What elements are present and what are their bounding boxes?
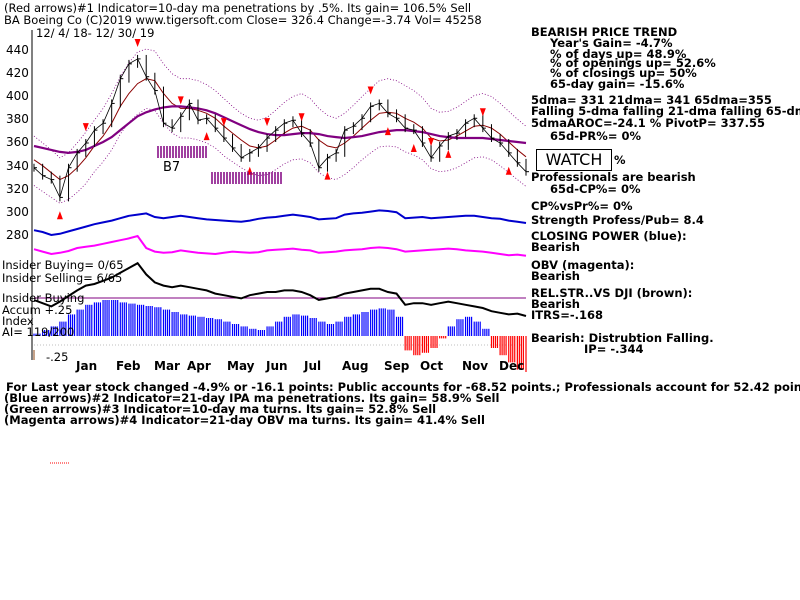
buy-arrow-icon bbox=[410, 143, 417, 152]
dma-values: 5dma= 331 21dma= 341 65dma=355 bbox=[531, 93, 772, 107]
index-label: Index bbox=[2, 314, 34, 328]
ma-65-line bbox=[33, 105, 527, 155]
sell-arrow-icon bbox=[82, 123, 89, 132]
y-tick-label: 360 bbox=[6, 135, 29, 149]
openings-up: % of openings up= 52.6% bbox=[550, 56, 716, 70]
buy-arrow-icon bbox=[56, 211, 63, 220]
y-tick-label: 400 bbox=[6, 89, 29, 103]
ticker-header: BA Boeing Co (C)2019 www.tigersoft.com C… bbox=[4, 13, 482, 27]
y-tick-label: 320 bbox=[6, 182, 29, 196]
cp-vs-pr: CP%vsPr%= 0% bbox=[531, 199, 633, 213]
y-tick-label: 440 bbox=[6, 43, 29, 57]
accumulation-index-bars bbox=[33, 300, 527, 372]
y-tick-label: 340 bbox=[6, 159, 29, 173]
buy-arrow-icon bbox=[445, 149, 452, 158]
pr-65d: 65d-PR%= 0% bbox=[550, 129, 641, 143]
buy-arrow-icon bbox=[324, 171, 331, 180]
buy-arrow-icon bbox=[505, 166, 512, 175]
month-label: Aug bbox=[342, 359, 369, 373]
footer-blue-arrows: (Blue arrows)#2 Indicator=21-day IPA ma … bbox=[4, 391, 500, 405]
sell-arrow-icon bbox=[298, 113, 305, 122]
indicator-lines bbox=[33, 209, 527, 317]
month-label: Nov bbox=[462, 359, 489, 373]
ip-value: IP= -.344 bbox=[584, 342, 644, 356]
watch-suffix: % bbox=[614, 153, 626, 167]
watch-badge: WATCH bbox=[536, 149, 612, 171]
relative-strength-line bbox=[33, 261, 527, 317]
month-label: Jul bbox=[304, 359, 322, 373]
buy-arrow-icon bbox=[384, 127, 391, 136]
b7-label: B7 bbox=[163, 160, 181, 175]
insider-buying-label: Insider Buying bbox=[2, 291, 85, 305]
month-label: Sep bbox=[384, 359, 410, 373]
dma-trend: Falling 5-dma falling 21-dma falling 65-… bbox=[531, 104, 800, 118]
strength: Strength Profess/Pub= 8.4 bbox=[531, 213, 704, 227]
closing-power-line bbox=[33, 209, 527, 237]
month-label: Mar bbox=[154, 359, 180, 373]
closing-power-state: Bearish bbox=[531, 240, 580, 254]
ma-band-lines bbox=[33, 48, 527, 204]
obv-line bbox=[33, 234, 527, 257]
chart-gridlines bbox=[31, 30, 526, 360]
lower-band-line bbox=[33, 107, 527, 204]
cp-65d: 65d-CP%= 0% bbox=[550, 182, 641, 196]
rel-str-label: REL.STR..VS DJI (brown): bbox=[531, 286, 693, 300]
y-tick-label: 420 bbox=[6, 66, 29, 80]
price-line bbox=[33, 58, 527, 199]
sell-arrow-icon bbox=[428, 137, 435, 146]
insider-buying-text: Insider Buying= 0/65 bbox=[2, 258, 124, 272]
closing-power-label: CLOSING POWER (blue): bbox=[531, 229, 687, 243]
neg-accum-label: -.25 bbox=[46, 350, 69, 364]
buy-arrow-icon bbox=[203, 132, 210, 141]
itrs: ITRS=-.168 bbox=[531, 308, 604, 322]
years-gain: Year's Gain= -4.7% bbox=[550, 36, 673, 50]
aroc: 5dmaAROC=-24.1 % PivotP= 337.55 bbox=[531, 116, 765, 130]
upper-band-line bbox=[33, 48, 527, 159]
trend-title: BEARISH PRICE TREND bbox=[531, 25, 678, 39]
footer-green-arrows: (Green arrows)#3 Indicator=10-day ma tur… bbox=[4, 402, 437, 416]
y-tick-label: 380 bbox=[6, 112, 29, 126]
accum-label: Accum +.25 bbox=[2, 303, 73, 317]
month-label: May bbox=[227, 359, 255, 373]
closings-up: % of closings up= 50% bbox=[550, 66, 697, 80]
month-label: Jan bbox=[76, 359, 98, 373]
insider-selling-text: Insider Selling= 6/65 bbox=[2, 271, 123, 285]
distribution: Bearish: Distrubtion Falling. bbox=[531, 331, 714, 345]
gain-65d: 65-day gain= -15.6% bbox=[550, 77, 685, 91]
sell-arrow-icon bbox=[134, 39, 141, 48]
obv-state: Bearish bbox=[531, 269, 580, 283]
indicator-1-text: (Red arrows)#1 Indicator=10-day ma penet… bbox=[4, 1, 472, 15]
month-label: Jun bbox=[266, 359, 288, 373]
sell-arrow-icon bbox=[367, 86, 374, 95]
footer-magenta-arrows: (Magenta arrows)#4 Indicator=21-day OBV … bbox=[4, 413, 485, 427]
sell-arrow-icon bbox=[479, 108, 486, 117]
footer-summary: For Last year stock changed -4.9% or -16… bbox=[6, 380, 800, 394]
sell-arrow-icon bbox=[177, 96, 184, 105]
volume-markers bbox=[33, 350, 70, 464]
y-tick-label: 300 bbox=[6, 205, 29, 219]
month-label: Dec bbox=[499, 359, 525, 373]
professionals-text: Professionals are bearish bbox=[531, 170, 696, 184]
date-range: 12/ 4/ 18- 12/ 30/ 19 bbox=[36, 26, 155, 40]
month-label: Oct bbox=[420, 359, 444, 373]
moving-average-lines bbox=[33, 78, 527, 181]
ma-21-line bbox=[33, 78, 527, 181]
month-label: Apr bbox=[187, 359, 211, 373]
rel-str-state: Bearish bbox=[531, 297, 580, 311]
ai-label: AI= 119/200 bbox=[2, 325, 75, 339]
sell-arrow-icon bbox=[264, 118, 271, 127]
y-tick-label: 280 bbox=[6, 228, 29, 242]
signal-arrows bbox=[56, 39, 512, 220]
days-up: % of days up= 48.9% bbox=[550, 47, 687, 61]
month-label: Feb bbox=[116, 359, 141, 373]
price-bars bbox=[33, 54, 529, 202]
obv-label: OBV (magenta): bbox=[531, 258, 635, 272]
sell-arrow-icon bbox=[220, 118, 227, 127]
